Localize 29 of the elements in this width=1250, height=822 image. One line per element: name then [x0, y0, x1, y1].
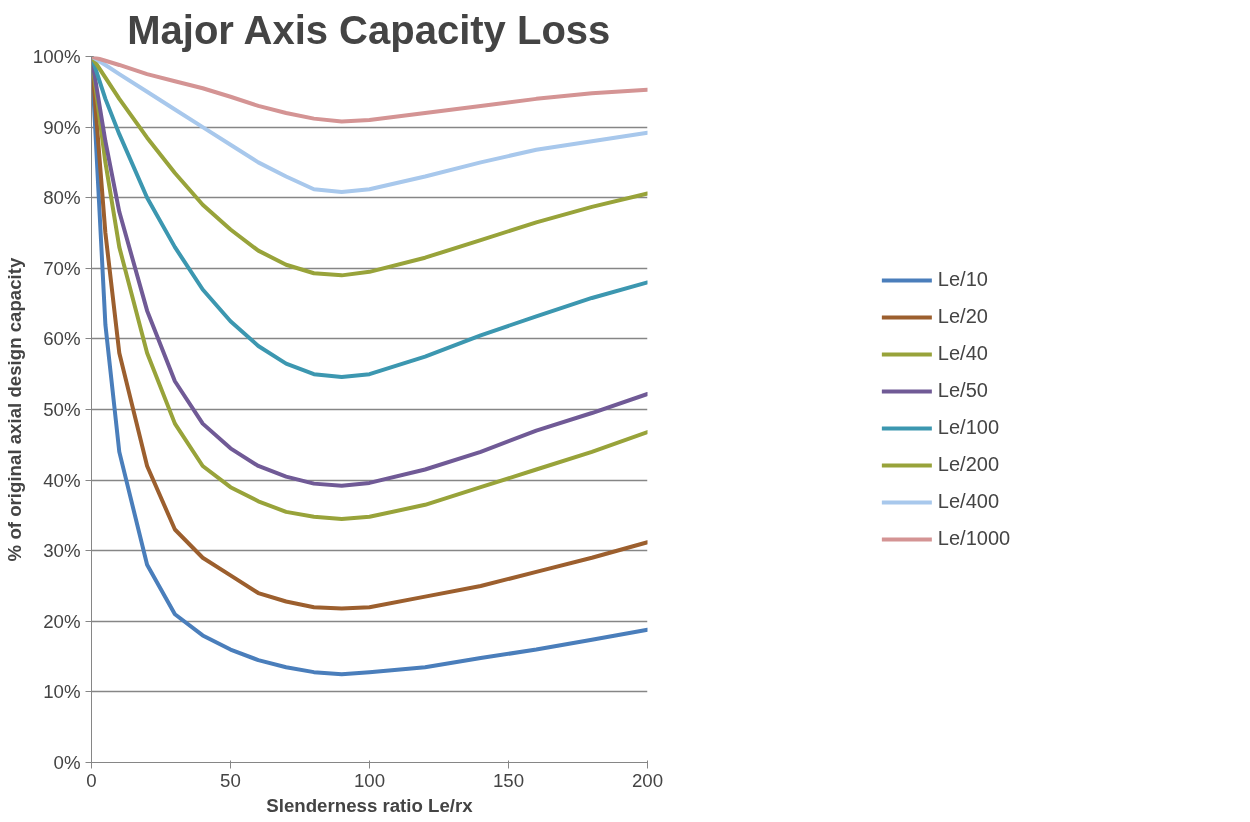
chart-title: Major Axis Capacity Loss: [127, 7, 611, 52]
x-axis-title: Slenderness ratio Le/rx: [266, 794, 474, 816]
y-tick-label: 50%: [43, 399, 81, 420]
legend-label: Le/100: [937, 416, 1000, 439]
legend-label: Le/20: [937, 305, 988, 328]
legend-label: Le/50: [937, 379, 988, 402]
y-tick-label: 30%: [43, 540, 81, 562]
y-tick-label: 0%: [53, 752, 81, 773]
x-tick-label: 150: [492, 769, 525, 791]
x-tick-label: 200: [631, 769, 664, 791]
y-tick-label: 90%: [43, 116, 81, 138]
x-tick-label: 0: [86, 769, 97, 791]
legend-label: Le/400: [937, 490, 1000, 513]
y-tick-label: 80%: [43, 187, 81, 209]
y-tick-label: 60%: [43, 328, 81, 350]
legend-label: Le/200: [937, 453, 1000, 476]
legend-label: Le/10: [937, 268, 988, 291]
y-tick-label: 10%: [43, 681, 81, 703]
legend-label: Le/1000: [937, 527, 1011, 550]
y-tick-label: 40%: [43, 469, 81, 491]
y-tick-label: 20%: [43, 610, 81, 632]
x-tick-label: 50: [220, 769, 241, 791]
y-axis-title: % of original axial design capacity: [3, 256, 25, 562]
y-tick-label: 100%: [32, 46, 81, 67]
line-series: [91, 56, 648, 195]
y-tick-label: 70%: [43, 257, 81, 279]
x-tick-label: 100: [353, 769, 386, 791]
line-series: [91, 56, 648, 124]
legend-label: Le/40: [937, 342, 988, 365]
